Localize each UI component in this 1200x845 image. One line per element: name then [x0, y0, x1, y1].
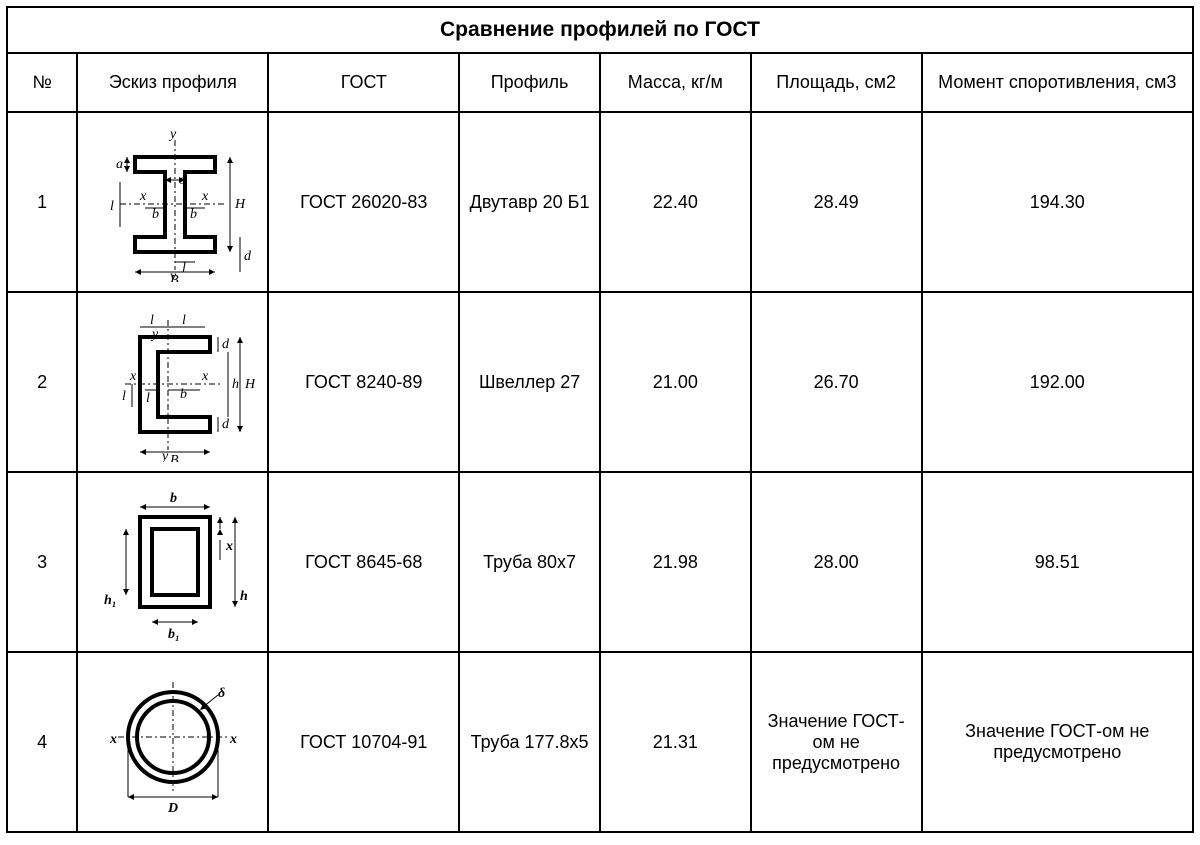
svg-text:b₁: b₁ [168, 627, 180, 642]
cell-sketch: x x δ D [77, 652, 268, 832]
cell-num: 2 [7, 292, 77, 472]
svg-text:d: d [222, 417, 230, 432]
svg-text:y: y [160, 449, 169, 462]
col-num: № [7, 53, 77, 112]
svg-text:h₁: h₁ [104, 593, 117, 608]
svg-text:b: b [152, 207, 159, 222]
svg-text:d: d [222, 337, 230, 352]
cell-profile: Швеллер 27 [459, 292, 600, 472]
svg-text:x: x [139, 189, 147, 204]
cell-sketch: b x h h₁ b₁ [77, 472, 268, 652]
svg-text:a: a [116, 157, 123, 172]
cell-gost: ГОСТ 26020-83 [268, 112, 459, 292]
svg-text:l: l [146, 391, 150, 406]
table-header-row: № Эскиз профиля ГОСТ Профиль Масса, кг/м… [7, 53, 1193, 112]
sketch-round-tube: x x δ D [90, 667, 255, 817]
svg-text:h: h [232, 377, 239, 392]
cell-gost: ГОСТ 10704-91 [268, 652, 459, 832]
cell-moment: 98.51 [922, 472, 1193, 652]
svg-text:l: l [110, 199, 114, 214]
table-title: Сравнение профилей по ГОСТ [7, 7, 1193, 53]
cell-profile: Труба 80х7 [459, 472, 600, 652]
col-gost: ГОСТ [268, 53, 459, 112]
svg-text:l: l [182, 313, 186, 328]
svg-text:l: l [122, 389, 126, 404]
cell-mass: 21.00 [600, 292, 751, 472]
svg-text:x: x [109, 732, 117, 747]
cell-num: 1 [7, 112, 77, 292]
cell-profile: Двутавр 20 Б1 [459, 112, 600, 292]
cell-mass: 22.40 [600, 112, 751, 292]
svg-text:B: B [170, 453, 179, 462]
svg-text:H: H [244, 377, 255, 392]
svg-text:h: h [240, 589, 248, 604]
cell-gost: ГОСТ 8645-68 [268, 472, 459, 652]
svg-text:D: D [167, 801, 178, 816]
svg-text:x: x [201, 369, 209, 384]
table-row: 3 b x h [7, 472, 1193, 652]
svg-text:x: x [225, 539, 233, 554]
cell-sketch: l l y y d d x x b l l [77, 292, 268, 472]
table-row: 4 x x δ D ГОСТ 10704-91 [7, 652, 1193, 832]
sketch-rect-tube: b x h h₁ b₁ [90, 482, 255, 642]
table-row: 1 a y y x x b b [7, 112, 1193, 292]
cell-num: 4 [7, 652, 77, 832]
svg-text:b: b [180, 387, 187, 402]
sketch-i-beam: a y y x x b b s H [90, 122, 255, 282]
cell-area: 26.70 [751, 292, 922, 472]
profile-comparison-table: Сравнение профилей по ГОСТ № Эскиз профи… [6, 6, 1194, 833]
col-profile: Профиль [459, 53, 600, 112]
cell-moment: Значение ГОСТ-ом не предусмотрено [922, 652, 1193, 832]
cell-profile: Труба 177.8х5 [459, 652, 600, 832]
svg-text:b: b [170, 491, 177, 506]
cell-gost: ГОСТ 8240-89 [268, 292, 459, 472]
cell-num: 3 [7, 472, 77, 652]
sketch-channel: l l y y d d x x b l l [90, 302, 255, 462]
cell-moment: 194.30 [922, 112, 1193, 292]
cell-area: 28.00 [751, 472, 922, 652]
svg-text:B: B [170, 273, 179, 282]
svg-text:H: H [234, 197, 246, 212]
col-mass: Масса, кг/м [600, 53, 751, 112]
svg-text:l: l [182, 261, 186, 276]
cell-sketch: a y y x x b b s H [77, 112, 268, 292]
svg-text:l: l [150, 313, 154, 328]
cell-moment: 192.00 [922, 292, 1193, 472]
svg-text:x: x [201, 189, 209, 204]
cell-mass: 21.31 [600, 652, 751, 832]
col-area: Площадь, см2 [751, 53, 922, 112]
svg-text:δ: δ [218, 686, 225, 701]
svg-text:y: y [150, 327, 159, 342]
svg-text:x: x [229, 732, 237, 747]
cell-area: 28.49 [751, 112, 922, 292]
table-row: 2 l l y y d d x [7, 292, 1193, 472]
cell-mass: 21.98 [600, 472, 751, 652]
svg-text:d: d [244, 249, 252, 264]
col-sketch: Эскиз профиля [77, 53, 268, 112]
cell-area: Значение ГОСТ-ом не предусмотрено [751, 652, 922, 832]
svg-text:y: y [168, 127, 177, 142]
col-moment: Момент споротивления, см3 [922, 53, 1193, 112]
svg-text:b: b [190, 207, 197, 222]
svg-text:x: x [129, 369, 137, 384]
